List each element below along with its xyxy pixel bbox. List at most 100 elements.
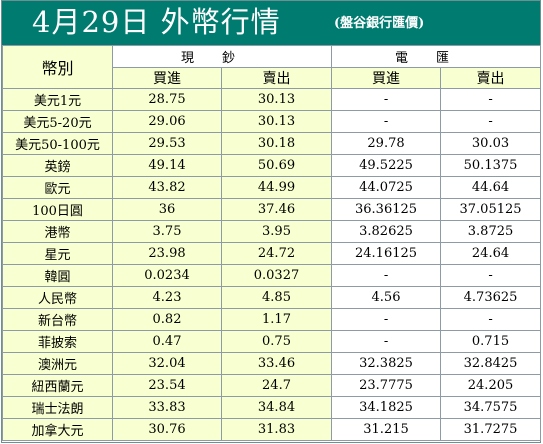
currency-name: 美元50-100元 [2, 132, 113, 155]
cash-sell-cell: 44.99 [220, 176, 333, 199]
table-row: 加拿大元 30.76 31.83 31.215 31.7275 [2, 418, 542, 441]
wire-buy-cell: - [331, 330, 442, 353]
table-row: 美元50-100元 29.53 30.18 29.78 30.03 [2, 132, 542, 155]
wire-buy-cell: 44.0725 [331, 176, 442, 199]
cash-buy-cell: 28.75 [112, 88, 222, 111]
table-row: 100日圓 36 37.46 36.36125 37.05125 [2, 198, 542, 221]
cash-buy-cell: 23.54 [112, 374, 222, 397]
currency-name: 加拿大元 [2, 418, 113, 441]
table-row: 韓圓 0.0234 0.0327- - [2, 264, 542, 287]
currency-name: 紐西蘭元 [2, 374, 113, 397]
wire-buy-cell: 49.5225 [331, 154, 442, 177]
wire-buy-cell: - [331, 110, 442, 133]
wire-sell-cell: 31.7275 [440, 418, 542, 441]
currency-name: 港幣 [2, 220, 113, 243]
cash-buy-cell: 49.14 [112, 154, 222, 177]
currency-name: 英鎊 [2, 154, 113, 177]
wire-sell-cell: - [440, 110, 542, 133]
wire-sell-cell: - [440, 88, 542, 111]
table-row: 港幣 3.75 3.95 3.82625 3.8725 [2, 220, 542, 243]
wire-sell-cell: - [440, 308, 542, 331]
wire-buy-header: 買進 [331, 67, 442, 89]
table-header-row: 幣別 現鈔 電匯 [2, 45, 542, 89]
source-note: (盤谷銀行匯價) [334, 16, 425, 31]
wire-buy-cell: 32.3825 [331, 352, 442, 375]
wire-sell-cell: 30.03 [440, 132, 542, 155]
table-row: 美元1元 28.75 30.13- - [2, 88, 542, 111]
wire-buy-cell: 4.56 [331, 286, 442, 309]
cash-sell-cell: 34.84 [220, 396, 333, 419]
wire-transfer-group-header: 電匯 [331, 45, 542, 68]
table-subheader-row: 買進 賣出 買進 賣出 [3, 67, 542, 89]
cash-buy-cell: 32.04 [112, 352, 222, 375]
table-row: 澳洲元 32.04 33.46 32.3825 32.8425 [2, 352, 542, 375]
cash-sell-header: 賣出 [220, 67, 333, 89]
cash-sell-cell: 37.46 [220, 198, 333, 221]
table-row: 菲披索 0.47 0.75-0.715 [2, 330, 542, 353]
cash-buy-cell: 43.82 [112, 176, 222, 199]
wire-buy-cell: - [331, 88, 442, 111]
cash-sell-cell: 50.69 [220, 154, 333, 177]
cash-sell-cell: 0.0327 [220, 264, 333, 287]
wire-sell-cell: 0.715 [440, 330, 542, 353]
wire-sell-cell: 3.8725 [440, 220, 542, 243]
currency-name: 人民幣 [2, 286, 113, 309]
cash-buy-cell: 29.06 [112, 110, 222, 133]
wire-buy-cell: - [331, 308, 442, 331]
cash-buy-cell: 23.98 [112, 242, 222, 265]
cash-buy-cell: 0.82 [112, 308, 222, 331]
table-row: 新台幣 0.82 1.17- - [2, 308, 542, 331]
wire-sell-cell: 4.73625 [440, 286, 542, 309]
wire-sell-cell: 24.64 [440, 242, 542, 265]
cash-buy-cell: 4.23 [112, 286, 222, 309]
cash-sell-cell: 3.95 [220, 220, 333, 243]
currency-name: 韓圓 [2, 264, 113, 287]
exchange-rate-table: 幣別 現鈔 電匯 買進 賣出 買進 賣出 美元1元 28.75 30.13- - 美元5… [2, 45, 542, 441]
wire-sell-header: 賣出 [440, 67, 542, 89]
currency-column-header: 幣別 [2, 45, 113, 89]
cash-sell-cell: 24.7 [220, 374, 333, 397]
wire-sell-cell: 44.64 [440, 176, 542, 199]
wire-sell-cell: - [440, 264, 542, 287]
cash-buy-cell: 29.53 [112, 132, 222, 155]
cash-buy-cell: 36 [112, 198, 222, 221]
table-row: 美元5-20元 29.06 30.13- - [2, 110, 542, 133]
wire-buy-cell: 24.16125 [331, 242, 442, 265]
wire-buy-cell: 31.215 [331, 418, 442, 441]
wire-sell-cell: 34.7575 [440, 396, 542, 419]
currency-name: 瑞士法朗 [2, 396, 113, 419]
cash-group-header: 現鈔 [111, 45, 333, 68]
cash-buy-cell: 3.75 [112, 220, 222, 243]
table-row: 星元 23.98 24.72 24.16125 24.64 [2, 242, 542, 265]
cash-buy-cell: 0.47 [112, 330, 222, 353]
currency-name: 100日圓 [2, 198, 113, 221]
cash-sell-cell: 1.17 [220, 308, 333, 331]
currency-name: 澳洲元 [2, 352, 113, 375]
currency-name: 歐元 [2, 176, 113, 199]
cash-sell-cell: 24.72 [220, 242, 333, 265]
wire-buy-cell: - [331, 264, 442, 287]
cash-buy-cell: 30.76 [112, 418, 222, 441]
table-row: 人民幣 4.23 4.85 4.56 4.73625 [2, 286, 542, 309]
table-row: 紐西蘭元 23.54 24.7 23.7775 24.205 [2, 374, 542, 397]
cash-sell-cell: 30.13 [220, 110, 333, 133]
cash-buy-header: 買進 [112, 67, 222, 89]
wire-buy-cell: 34.1825 [331, 396, 442, 419]
wire-sell-cell: 32.8425 [440, 352, 542, 375]
table-row: 瑞士法朗 33.83 34.84 34.1825 34.7575 [2, 396, 542, 419]
title-bar: 4月29日 外幣行情 (盤谷銀行匯價) [2, 1, 540, 45]
currency-name: 星元 [2, 242, 113, 265]
wire-sell-cell: 24.205 [440, 374, 542, 397]
cash-sell-cell: 30.13 [220, 88, 333, 111]
currency-name: 美元5-20元 [2, 110, 113, 133]
table-row: 英鎊 49.14 50.69 49.5225 50.1375 [2, 154, 542, 177]
currency-name: 菲披索 [2, 330, 113, 353]
wire-sell-cell: 37.05125 [440, 198, 542, 221]
wire-buy-cell: 3.82625 [331, 220, 442, 243]
wire-buy-cell: 36.36125 [331, 198, 442, 221]
currency-name: 美元1元 [2, 88, 113, 111]
table-row: 歐元 43.82 44.99 44.0725 44.64 [2, 176, 542, 199]
cash-sell-cell: 4.85 [220, 286, 333, 309]
cash-sell-cell: 30.18 [220, 132, 333, 155]
